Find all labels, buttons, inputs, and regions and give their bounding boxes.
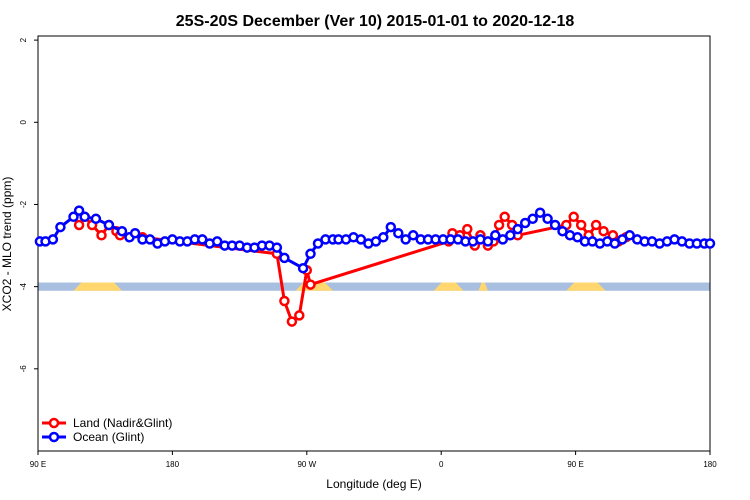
series-ocean-point xyxy=(79,211,90,223)
y-tick-label-4: -6 xyxy=(19,365,28,373)
series-ocean-point xyxy=(312,238,324,249)
series-ocean-point xyxy=(549,219,561,231)
series-ocean-point xyxy=(505,230,516,241)
series-ocean-point xyxy=(542,213,553,225)
series-ocean-point xyxy=(609,238,621,249)
series-land-point xyxy=(286,316,298,327)
series-ocean-point xyxy=(527,213,538,225)
series-ocean-point xyxy=(47,234,59,245)
series-ocean-point xyxy=(355,234,367,245)
y-tick-label-1: 0 xyxy=(19,120,28,125)
legend-swatch-land-marker xyxy=(48,417,60,429)
x-tick-label-4: 90 E xyxy=(567,460,583,469)
series-land-point xyxy=(575,219,587,231)
surface-band-land-3 xyxy=(478,282,488,291)
series-ocean-point xyxy=(116,225,128,237)
y-tick-label-2: -2 xyxy=(19,200,28,208)
series-land xyxy=(73,211,632,327)
legend-item-land: Land (Nadir&Glint) xyxy=(42,416,172,430)
series-ocean-point xyxy=(572,232,583,243)
series-land-point xyxy=(305,279,316,290)
series-land-point xyxy=(568,211,579,223)
series-ocean-point xyxy=(279,252,290,264)
series-ocean-point xyxy=(617,234,628,245)
series-ocean-point xyxy=(297,262,309,274)
series-ocean-point xyxy=(490,230,501,241)
series-ocean-point xyxy=(519,217,531,229)
series-land-point xyxy=(96,230,107,241)
legend-label-ocean: Ocean (Glint) xyxy=(73,430,144,444)
series-ocean-point xyxy=(55,221,66,233)
series-ocean-point xyxy=(407,230,419,241)
series-land-point xyxy=(493,219,505,231)
series-land-point xyxy=(294,310,305,321)
series-ocean-point xyxy=(271,242,283,253)
surface-band-ocean xyxy=(38,282,710,291)
legend-label-land: Land (Nadir&Glint) xyxy=(73,416,172,430)
series-ocean-point xyxy=(482,236,494,247)
series-ocean-point xyxy=(512,223,523,235)
x-tick-label-1: 180 xyxy=(166,460,180,469)
series-land-point xyxy=(462,223,473,235)
y-tick-label-0: 2 xyxy=(19,37,28,42)
series-land-point xyxy=(598,225,609,237)
legend: Land (Nadir&Glint) Ocean (Glint) xyxy=(42,416,172,444)
series-ocean-point xyxy=(400,234,411,245)
x-tick-label-3: 0 xyxy=(439,460,444,469)
surface-band-land-0 xyxy=(73,282,122,291)
series-ocean-point xyxy=(144,234,156,245)
chart-title: 25S-20S December (Ver 10) 2015-01-01 to … xyxy=(176,13,575,30)
x-axis: 90 E 180 90 W 0 90 E 180 xyxy=(30,451,717,469)
series-land-point xyxy=(590,219,602,231)
x-tick-label-0: 90 E xyxy=(30,460,46,469)
surface-band-land-2 xyxy=(433,282,464,291)
series-land-point xyxy=(279,295,290,307)
series-ocean-point xyxy=(129,227,141,239)
series-land-point xyxy=(499,211,510,223)
series-ocean-point xyxy=(305,248,316,260)
series-ocean-point xyxy=(624,230,635,241)
x-tick-label-5: 180 xyxy=(703,460,717,469)
y-axis: 2 0 -2 -4 -6 xyxy=(19,37,38,372)
surface-band-land-4 xyxy=(566,282,606,291)
series-ocean-point xyxy=(103,219,115,231)
x-axis-label: Longitude (deg E) xyxy=(326,477,421,491)
y-axis-label: XCO2 - MLO trend (ppm) xyxy=(0,177,14,312)
series-ocean-point xyxy=(497,234,509,245)
series-ocean-point xyxy=(385,221,397,233)
series-land-point xyxy=(73,219,85,231)
legend-swatch-ocean-marker xyxy=(48,431,60,443)
series-ocean-point xyxy=(73,205,85,216)
series-ocean-point xyxy=(557,225,568,237)
series-ocean xyxy=(34,205,716,274)
legend-item-ocean: Ocean (Glint) xyxy=(42,430,144,444)
series-ocean-point xyxy=(534,207,546,218)
series-ocean-point xyxy=(370,236,382,247)
series-ocean-point xyxy=(378,232,389,243)
series-ocean-point xyxy=(68,211,79,223)
series-ocean-point xyxy=(211,236,223,247)
y-tick-label-3: -4 xyxy=(19,283,28,291)
series-ocean-point xyxy=(704,238,716,249)
x-tick-label-2: 90 W xyxy=(297,460,316,469)
series-ocean-point xyxy=(90,213,102,225)
series-ocean-point xyxy=(197,234,208,245)
series-layer xyxy=(34,205,716,327)
surface-band xyxy=(38,282,710,291)
series-ocean-point xyxy=(393,227,404,239)
